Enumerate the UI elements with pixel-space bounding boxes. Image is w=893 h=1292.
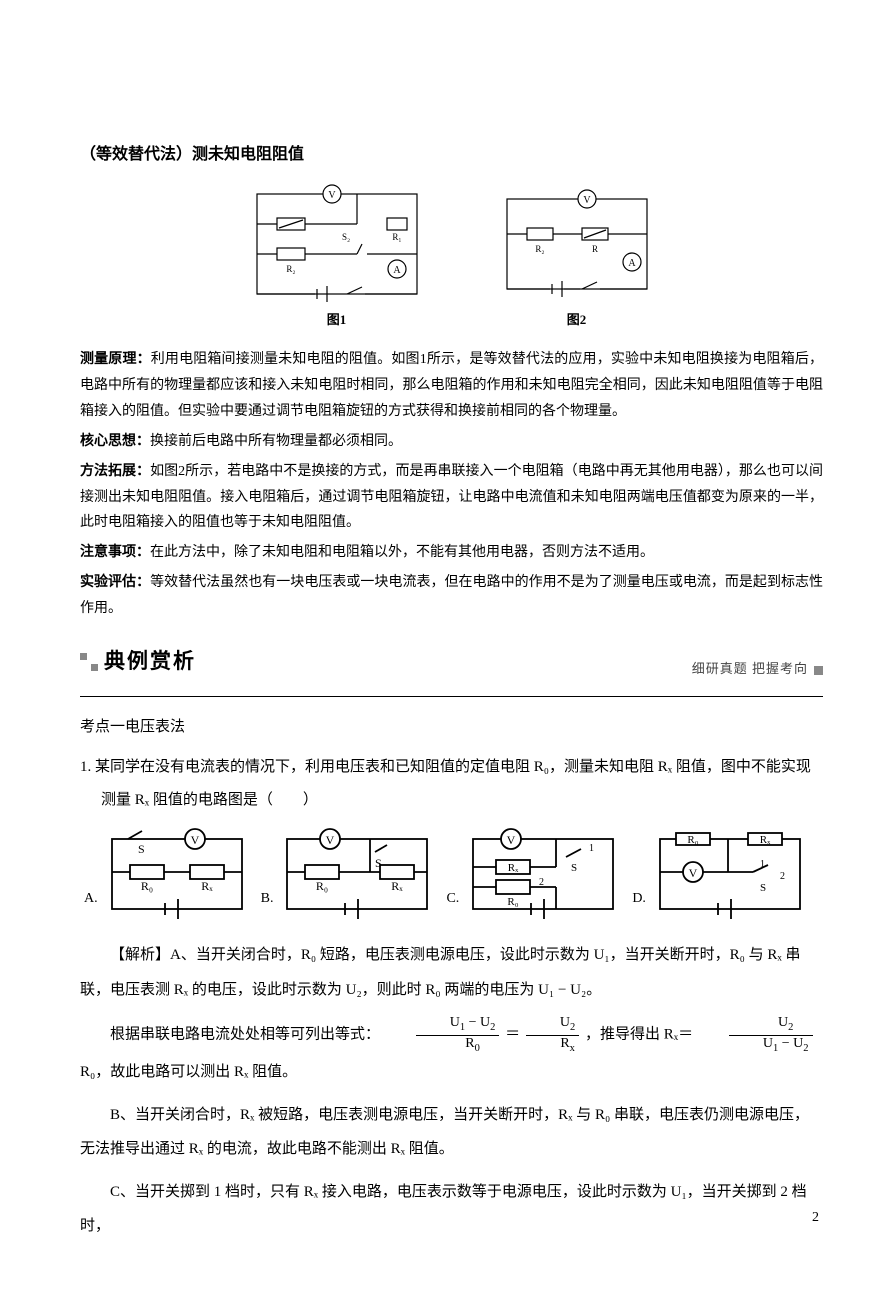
svg-text:Rₓ: Rₓ (392, 879, 404, 893)
svg-text:V: V (583, 195, 591, 206)
diagram-1-label: 图1 (247, 308, 427, 333)
section-subtitle: 细研真题 把握考向 (692, 657, 823, 682)
svg-text:R₂: R₂ (535, 244, 544, 254)
svg-text:A: A (628, 258, 636, 269)
svg-text:Rₓ: Rₓ (508, 862, 519, 874)
method-text: 方法拓展：如图2所示，若电路中不是换接的方式，而是再串联接入一个电阻箱（电路中再… (80, 459, 823, 537)
svg-text:R₀: R₀ (508, 896, 519, 908)
diagram-row: V R₂ S₂ R₁ A 图1 (80, 184, 823, 333)
diagram-1: V R₂ S₂ R₁ A 图1 (247, 184, 427, 333)
circuit-option-d: R₀ Rₓ V 1 2 S (648, 827, 813, 922)
circuit-diagram-1: V R₂ S₂ R₁ A (247, 184, 427, 304)
svg-text:R: R (591, 244, 597, 254)
options-row: A. S V R₀ Rₓ B. (80, 827, 823, 922)
svg-text:S: S (138, 842, 145, 856)
svg-text:Rₓ: Rₓ (760, 834, 771, 846)
topic-heading: 考点一电压表法 (80, 713, 823, 742)
option-c: C. V Rₓ R₀ 2 1 S (442, 827, 626, 922)
option-b: B. V S R₀ Rₓ (257, 827, 441, 922)
svg-text:2: 2 (780, 871, 785, 882)
diagram-2: V R₂ R A 图2 (497, 184, 657, 333)
svg-text:R₀: R₀ (687, 834, 698, 846)
option-a: A. S V R₀ Rₓ (80, 827, 255, 922)
svg-text:V: V (326, 833, 335, 847)
svg-text:V: V (328, 190, 336, 201)
svg-text:S: S (760, 882, 766, 894)
svg-text:V: V (190, 833, 199, 847)
question-1: 1. 某同学在没有电流表的情况下，利用电压表和已知阻值的定值电阻 R₀，测量未知… (80, 751, 823, 817)
circuit-option-a: S V R₀ Rₓ (100, 827, 255, 922)
page-number: 2 (812, 1205, 819, 1232)
svg-text:R₂: R₂ (286, 264, 295, 274)
explanation-b: B、当开关闭合时，Rₓ 被短路，电压表测电源电压，当开关断开时，Rₓ 与 R₀ … (80, 1098, 823, 1167)
principle-text: 测量原理：利用电阻箱间接测量未知电阻的阻值。如图1所示，是等效替代法的应用，实验… (80, 347, 823, 425)
explanation-c: C、当开关掷到 1 档时，只有 Rₓ 接入电路，电压表示数等于电源电压，设此时示… (80, 1175, 823, 1244)
svg-text:S: S (571, 862, 577, 874)
svg-text:A: A (393, 265, 401, 276)
diagram-2-label: 图2 (497, 308, 657, 333)
svg-text:Rₓ: Rₓ (201, 879, 213, 893)
svg-text:2: 2 (539, 877, 544, 888)
eval-text: 实验评估：等效替代法虽然也有一块电压表或一块电流表，但在电路中的作用不是为了测量… (80, 570, 823, 622)
circuit-option-b: V S R₀ Rₓ (275, 827, 440, 922)
svg-text:R₁: R₁ (392, 232, 401, 242)
explanation-a2: 根据串联电路电流处处相等可列出等式： U1 − U2R0 ＝ U2Rx ，推导得… (80, 1015, 823, 1089)
svg-text:V: V (507, 833, 516, 847)
svg-text:S₂: S₂ (342, 232, 350, 242)
decor-square-end-icon (814, 666, 823, 675)
explanation-a1: 【解析】A、当开关闭合时，R₀ 短路，电压表测电源电压，设此时示数为 U₁，当开… (80, 938, 823, 1007)
circuit-option-c: V Rₓ R₀ 2 1 S (461, 827, 626, 922)
core-text: 核心思想：换接前后电路中所有物理量都必须相同。 (80, 429, 823, 455)
svg-text:V: V (689, 866, 698, 880)
decor-squares-icon (80, 653, 98, 671)
circuit-diagram-2: V R₂ R A (497, 184, 657, 304)
svg-text:1: 1 (589, 843, 594, 854)
svg-text:R₀: R₀ (316, 879, 328, 893)
section-title: 典例赏析 (104, 642, 196, 682)
section-divider (80, 696, 823, 697)
note-text: 注意事项：在此方法中，除了未知电阻和电阻箱以外，不能有其他用电器，否则方法不适用… (80, 540, 823, 566)
option-d: D. R₀ Rₓ V 1 2 S (628, 827, 813, 922)
method-title: （等效替代法）测未知电阻阻值 (80, 140, 823, 170)
section-header: 典例赏析 细研真题 把握考向 (80, 642, 823, 682)
svg-text:R₀: R₀ (141, 879, 153, 893)
